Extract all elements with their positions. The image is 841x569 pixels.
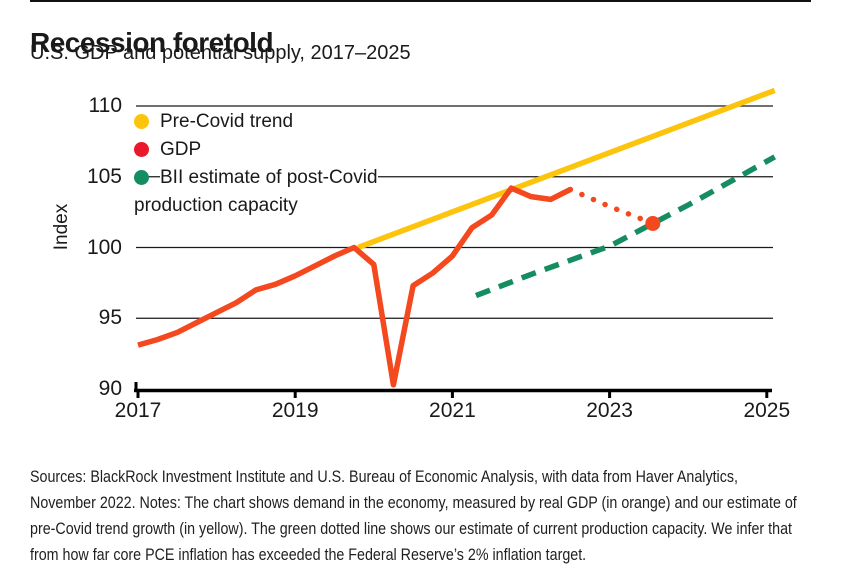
y-tick-label-95: 95: [98, 306, 122, 330]
gdp-forecast-line: [567, 186, 656, 227]
y-tick-label-100: 100: [86, 235, 122, 259]
legend-item-bii-estimate-of: BII estimate of post-Covid production ca…: [134, 164, 422, 220]
legend-label: GDP: [160, 139, 204, 160]
gdp-forecast-dot: [645, 215, 661, 231]
top-rule: [30, 0, 811, 2]
x-tick-label-2017: 2017: [114, 399, 162, 422]
y-tick-label-105: 105: [86, 164, 122, 188]
x-tick-label-2021: 2021: [429, 399, 476, 422]
y-tick-label-110: 110: [88, 94, 122, 117]
legend-dot-icon: [134, 142, 149, 157]
bii-estimate-of-post-covid-production-capacity-line: [475, 154, 777, 299]
x-tick-label-2019: 2019: [271, 399, 319, 422]
gdp-line: [137, 185, 572, 388]
legend-dot-icon: [134, 114, 149, 129]
source-note-line-1: Sources: BlackRock Investment Institute …: [30, 467, 738, 486]
page-title: Recession foretold: [30, 26, 274, 58]
legend-dot-icon: [134, 170, 149, 185]
source-note-line-2: November 2022. Notes: The chart shows de…: [30, 493, 797, 512]
legend-item-gdp: GDP: [134, 136, 422, 164]
x-tick-label-2025: 2025: [743, 399, 791, 422]
source-notes: Sources: BlackRock Investment Institute …: [30, 464, 836, 568]
y-tick-label-90: 90: [98, 377, 122, 400]
source-note-line-4: from how far core PCE inflation has exce…: [30, 545, 587, 564]
chart-subtitle: U.S. GDP and potential supply, 2017–2025: [30, 42, 411, 64]
chart-plot: [134, 87, 777, 398]
chart-area: Index 90 95 100 105 110 2017 2019 2021 2023 2025…: [51, 87, 791, 422]
pre-covid-trend-line: [357, 87, 776, 251]
source-note-line-3: pre-Covid trend growth (in yellow). The …: [30, 519, 792, 538]
legend-label: Pre-Covid trend: [160, 111, 296, 132]
legend-item-pre-covid-trend: Pre-Covid trend: [134, 108, 422, 136]
x-tick-label-2023: 2023: [586, 399, 633, 422]
legend: Pre-Covid trend GDP BII estimate of post-C…: [134, 108, 422, 220]
legend-label: BII estimate of post-Covid production ca…: [134, 167, 378, 216]
